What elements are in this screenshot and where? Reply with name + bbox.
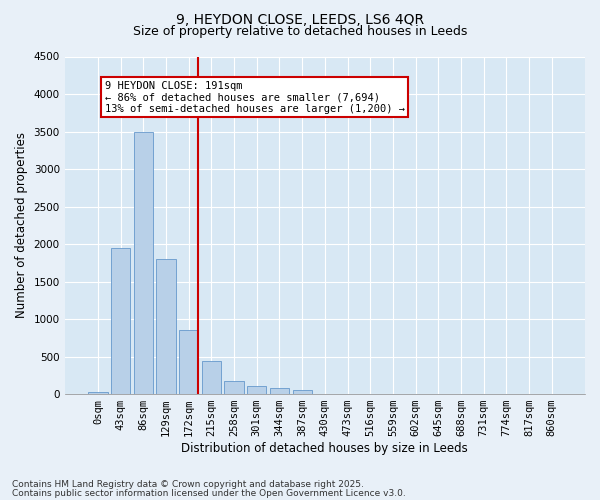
Bar [111, 248, 130, 394]
Text: Contains public sector information licensed under the Open Government Licence v3: Contains public sector information licen… [12, 488, 406, 498]
Bar [179, 330, 199, 394]
Text: 9 HEYDON CLOSE: 191sqm
← 86% of detached houses are smaller (7,694)
13% of semi-: 9 HEYDON CLOSE: 191sqm ← 86% of detached… [105, 80, 405, 114]
Bar [293, 390, 312, 394]
Bar [88, 392, 107, 394]
Bar [134, 132, 153, 394]
Text: Contains HM Land Registry data © Crown copyright and database right 2025.: Contains HM Land Registry data © Crown c… [12, 480, 364, 489]
Bar [224, 382, 244, 394]
Bar [157, 259, 176, 394]
Text: 9, HEYDON CLOSE, LEEDS, LS6 4QR: 9, HEYDON CLOSE, LEEDS, LS6 4QR [176, 12, 424, 26]
Bar [202, 361, 221, 394]
Bar [270, 388, 289, 394]
X-axis label: Distribution of detached houses by size in Leeds: Distribution of detached houses by size … [181, 442, 468, 455]
Bar [247, 386, 266, 394]
Text: Size of property relative to detached houses in Leeds: Size of property relative to detached ho… [133, 25, 467, 38]
Y-axis label: Number of detached properties: Number of detached properties [15, 132, 28, 318]
